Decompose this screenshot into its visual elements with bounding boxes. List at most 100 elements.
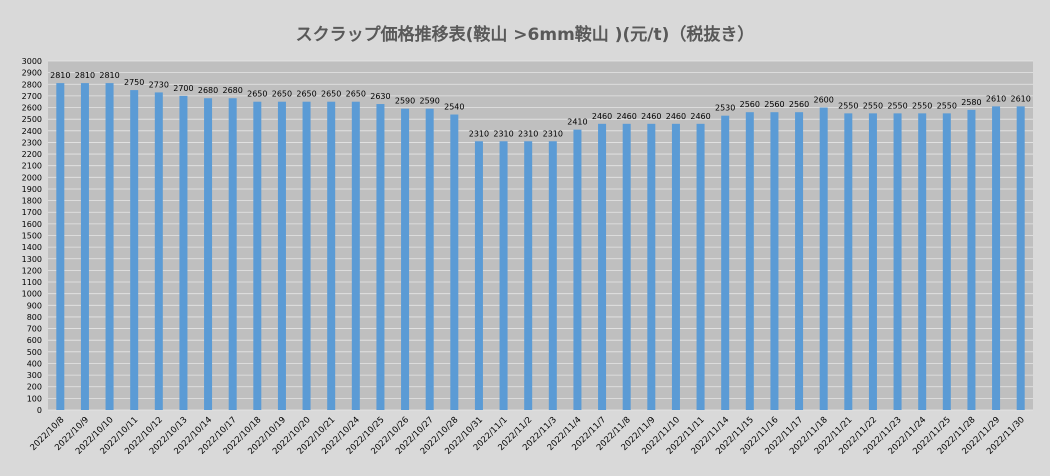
y-tick-label: 2200 — [22, 150, 42, 159]
bar — [105, 83, 114, 410]
bar — [647, 123, 656, 410]
data-label: 2460 — [617, 112, 637, 121]
data-label: 2730 — [149, 80, 169, 89]
data-label: 2650 — [247, 90, 267, 99]
y-tick-label: 1700 — [22, 208, 42, 217]
data-label: 2550 — [838, 101, 858, 110]
y-tick-label: 700 — [27, 325, 42, 334]
bars — [56, 83, 1025, 411]
bar — [474, 141, 483, 410]
bar — [130, 90, 139, 410]
data-label: 2460 — [666, 112, 686, 121]
bar — [893, 113, 902, 410]
y-tick-label: 1300 — [22, 255, 42, 264]
bar — [868, 113, 877, 410]
bar — [918, 113, 927, 410]
y-tick-label: 1000 — [22, 290, 42, 299]
y-tick-label: 2000 — [22, 173, 42, 182]
x-axis: 2022/10/82022/10/92022/10/102022/10/1120… — [29, 415, 1027, 457]
data-label: 2610 — [1011, 94, 1031, 103]
y-tick-label: 100 — [27, 394, 42, 403]
bar — [450, 114, 459, 410]
bar — [573, 129, 582, 411]
y-tick-label: 2700 — [22, 92, 42, 101]
data-label: 2680 — [223, 86, 243, 95]
chart-title: スクラップ価格推移表(鞍山 >6mm鞍山 )(元/t)（税抜き） — [296, 24, 755, 45]
bar — [622, 123, 631, 410]
bar — [327, 101, 336, 410]
bar — [1016, 106, 1025, 411]
data-label: 2610 — [986, 94, 1006, 103]
y-tick-label: 2800 — [22, 80, 42, 89]
data-label: 2590 — [395, 97, 415, 106]
y-tick-label: 1500 — [22, 232, 42, 241]
data-label: 2410 — [567, 118, 587, 127]
data-label: 2750 — [124, 78, 144, 87]
bar — [425, 108, 434, 411]
bar — [942, 113, 951, 410]
bar — [204, 98, 213, 410]
bar — [548, 141, 557, 410]
bar — [179, 95, 188, 411]
y-tick-label: 900 — [27, 301, 42, 310]
bar — [671, 123, 680, 410]
data-label: 2560 — [764, 100, 784, 109]
y-tick-label: 300 — [27, 371, 42, 380]
data-labels: 2810 2810 2810 2750 2730 2700 2680 2680 2650 2650… — [50, 71, 1031, 138]
y-tick-label: 1200 — [22, 266, 42, 275]
bar — [302, 101, 311, 410]
bar — [819, 107, 828, 411]
data-label: 2700 — [173, 84, 193, 93]
data-label: 2580 — [961, 98, 981, 107]
data-label: 2310 — [493, 129, 513, 138]
data-label: 2310 — [543, 129, 563, 138]
y-tick-label: 2300 — [22, 138, 42, 147]
data-label: 2650 — [296, 90, 316, 99]
data-label: 2590 — [420, 97, 440, 106]
data-label: 2560 — [740, 100, 760, 109]
y-tick-label: 1100 — [22, 278, 42, 287]
y-tick-label: 2500 — [22, 115, 42, 124]
y-tick-label: 600 — [27, 336, 42, 345]
data-label: 2310 — [469, 129, 489, 138]
data-label: 2540 — [444, 103, 464, 112]
bar — [80, 83, 89, 410]
bar — [228, 98, 237, 410]
y-tick-label: 1800 — [22, 197, 42, 206]
bar — [795, 112, 804, 410]
y-tick-label: 1400 — [22, 243, 42, 252]
bar — [844, 113, 853, 410]
bar — [992, 106, 1001, 411]
data-label: 2600 — [814, 96, 834, 105]
y-tick-label: 0 — [37, 406, 42, 415]
data-label: 2810 — [99, 71, 119, 80]
bar — [277, 101, 286, 410]
bar — [524, 141, 533, 410]
bar — [770, 112, 779, 410]
y-tick-label: 400 — [27, 359, 42, 368]
bar — [598, 123, 607, 410]
data-label: 2550 — [937, 101, 957, 110]
data-label: 2460 — [592, 112, 612, 121]
bar — [351, 101, 360, 410]
data-label: 2310 — [518, 129, 538, 138]
bar — [745, 112, 754, 410]
data-label: 2550 — [912, 101, 932, 110]
y-axis: 0 100 200 300 400 500 600 700 800 900 1000 1100 1200… — [22, 57, 42, 415]
y-tick-label: 200 — [27, 383, 42, 392]
bar — [376, 104, 385, 410]
data-label: 2810 — [50, 71, 70, 80]
data-label: 2650 — [346, 90, 366, 99]
y-tick-label: 2600 — [22, 104, 42, 113]
bar — [401, 108, 410, 411]
bar — [696, 123, 705, 410]
bar — [253, 101, 262, 410]
data-label: 2550 — [863, 101, 883, 110]
bar — [154, 92, 163, 410]
y-tick-label: 2900 — [22, 69, 42, 78]
y-tick-label: 1900 — [22, 185, 42, 194]
bar — [499, 141, 508, 410]
data-label: 2810 — [75, 71, 95, 80]
